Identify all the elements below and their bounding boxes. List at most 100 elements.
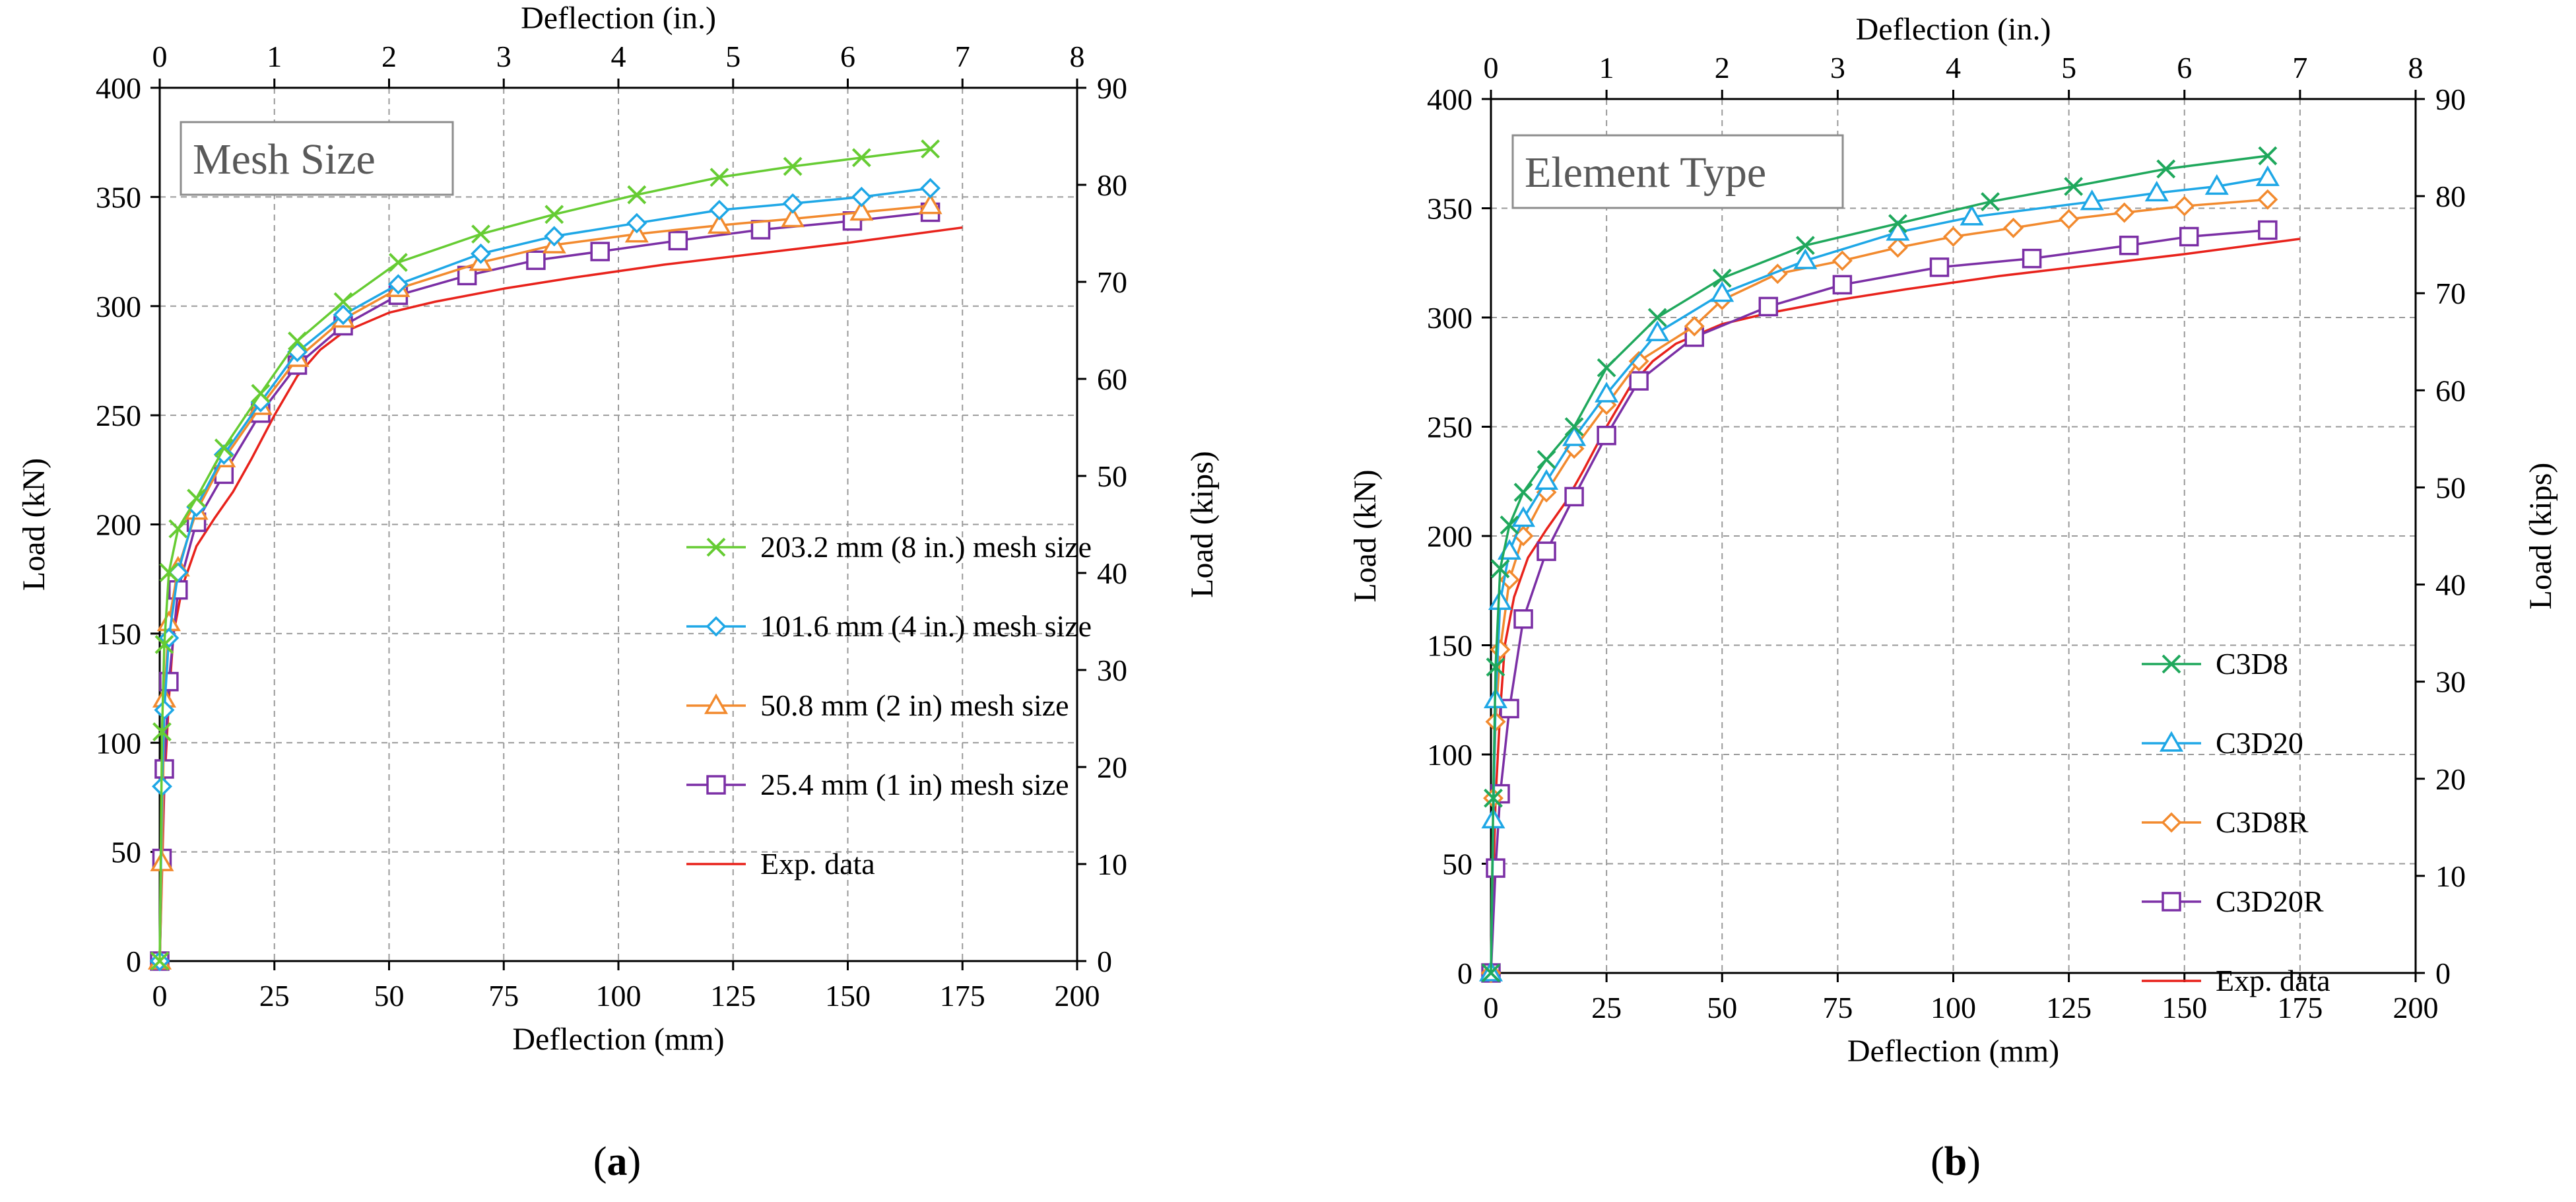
y-right-tick-label: 70 [2435,277,2466,310]
panel-title: Mesh Size [193,135,376,184]
y-right-tick-label: 10 [2435,859,2466,893]
series-group [147,139,963,972]
x-axis-title: Deflection (mm) [1847,1034,2059,1069]
x-tick-label: 150 [825,979,871,1013]
legend-swatch-marker [706,537,726,557]
data-point [526,250,546,271]
x-tick-label: 200 [2393,991,2439,1024]
data-point [1684,316,1705,337]
legend-swatch-marker [2159,731,2184,752]
data-point [544,226,565,247]
x-top-tick-label: 4 [611,40,626,73]
series-line [158,187,931,962]
data-point [1832,275,1853,295]
x-tick-label: 25 [259,979,290,1013]
data-point [1564,486,1584,507]
data-point [2022,248,2042,269]
data-point [2119,236,2139,255]
x-top-tick-label: 0 [1484,51,1499,84]
data-point [1960,205,1984,226]
data-point [626,213,647,234]
data-point [288,331,307,351]
x-top-tick-label: 5 [2061,51,2076,84]
data-point [1629,371,1649,391]
series-exp-data [1490,238,2301,974]
data-point [388,253,408,273]
data-point [1647,308,1667,327]
data-point [851,186,872,207]
y-tick-label: 100 [1427,738,1472,772]
data-point [2156,159,2176,179]
data-point [2003,217,2024,238]
series-group [1478,146,2301,984]
y-right-tick-label: 90 [2435,83,2466,116]
data-point [1564,417,1584,436]
series-line [1490,198,2268,974]
x-tick-label: 100 [1931,991,1976,1024]
x-top-tick-label: 6 [840,40,855,73]
data-point [707,213,731,234]
series-line [158,147,931,962]
x-tick-label: 75 [488,979,519,1013]
series-203-2-mm-8-in-mesh-size [150,139,941,971]
data-point [545,205,564,224]
data-point [1887,237,1908,258]
y-right-tick-label: 0 [1097,945,1112,978]
data-point [1929,257,1950,277]
data-point [750,220,771,240]
data-point [154,634,174,654]
data-point [1486,657,1505,677]
x-top-tick-label: 3 [496,40,512,73]
caption-letter: a [607,1139,628,1184]
data-point [1645,320,1670,341]
data-point [1484,788,1503,808]
series-c3d8r [1480,189,2278,984]
y-tick-label: 300 [96,290,141,323]
data-point [2144,180,2169,202]
data-point [1758,296,1779,317]
data-point [783,156,803,176]
y-tick-label: 150 [1427,629,1472,663]
y-tick-label: 400 [1427,83,1472,116]
x-tick-label: 175 [940,979,985,1013]
x-top-axis-title: Deflection (in.) [1856,12,2051,47]
data-point [1712,269,1732,288]
legend-label: 101.6 mm (4 in.) mesh size [760,609,1092,643]
caption-open-paren: ( [593,1139,607,1184]
data-point [154,700,175,721]
x-tick-label: 175 [2277,991,2323,1024]
y-tick-label: 200 [1427,519,1472,553]
x-top-tick-label: 8 [2408,51,2424,84]
data-point [1535,469,1559,490]
x-tick-label: 75 [1822,991,1853,1024]
data-point [1597,358,1616,378]
data-point [159,562,179,582]
data-point [333,304,354,325]
data-point [1793,248,1818,269]
y-tick-label: 350 [96,180,141,214]
y-tick-label: 400 [96,71,141,105]
panel-caption: (b) [1931,1139,1981,1184]
y-right-tick-label: 20 [1097,751,1127,784]
x-top-tick-label: 2 [381,40,397,73]
y-axis-title: Load (kN) [17,458,51,591]
y-axis-title: Load (kN) [1348,469,1383,602]
data-point [921,139,941,159]
y-tick-label: 0 [1457,956,1472,990]
data-point [2080,189,2104,211]
x-tick-label: 125 [2046,991,2092,1024]
data-point [1628,351,1649,372]
data-point [2258,220,2278,240]
data-point [781,206,805,228]
data-point [2174,195,2195,217]
x-top-tick-label: 8 [1070,40,1085,73]
x-tick-label: 0 [152,979,168,1013]
data-point [1513,609,1533,629]
x-top-tick-label: 7 [955,40,970,73]
data-point [471,224,490,244]
data-point [851,148,871,168]
y-tick-label: 50 [111,836,141,869]
data-point [1486,858,1505,878]
data-point [627,185,647,205]
